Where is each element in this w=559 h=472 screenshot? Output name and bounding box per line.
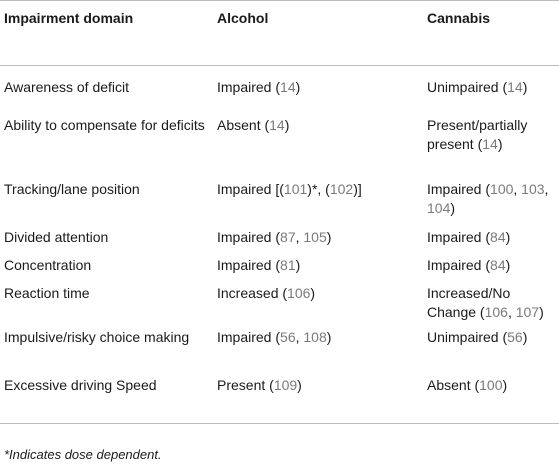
cell-text: ) <box>522 328 528 345</box>
cell-text: ) <box>502 376 508 393</box>
table-row: Awareness of deficit Impaired (14) Unimpai… <box>0 66 559 114</box>
cell-domain: Impulsive/risky choice making <box>4 328 190 345</box>
table-row: Divided attention Impaired (87, 105) Impai… <box>0 226 559 254</box>
cell-alcohol: Impaired [(101)*, (102)] <box>213 178 423 226</box>
reference-number: 108 <box>303 328 327 345</box>
cell-text: ) <box>326 328 332 345</box>
cell-cannabis: Impaired (100, 103, 104) <box>423 178 559 226</box>
cell-text: Increased/No Change ( <box>427 284 511 320</box>
header-impairment-domain: Impairment domain <box>0 0 213 66</box>
cell-domain: Concentration <box>4 256 92 273</box>
cell-cannabis: Increased/No Change (106, 107) <box>423 282 559 326</box>
cell-cannabis: Impaired (84) <box>423 254 559 282</box>
cell-text: , <box>544 180 549 197</box>
cell-text: , <box>295 228 304 245</box>
cell-alcohol: Absent (14) <box>213 114 423 178</box>
reference-number: 14 <box>280 79 296 95</box>
reference-number: 101 <box>283 180 308 197</box>
cell-text: )] <box>353 180 362 197</box>
cell-text: ) <box>295 256 301 273</box>
cell-text: Impaired ( <box>217 79 281 95</box>
reference-number: 14 <box>482 135 498 152</box>
cell-domain: Ability to compensate for deficits <box>4 116 205 133</box>
cell-alcohol: Increased (106) <box>213 282 423 326</box>
cell-text: Increased ( <box>217 284 288 301</box>
cell-domain: Divided attention <box>4 228 109 245</box>
cell-text: , <box>295 328 304 345</box>
table-row: Tracking/lane position Impaired [(101)*, … <box>0 178 559 226</box>
cell-text: ) <box>505 256 511 273</box>
cell-domain: Excessive driving Speed <box>0 373 213 424</box>
cell-cannabis: Absent (100) <box>423 373 559 424</box>
cell-text: Impaired [( <box>217 180 284 197</box>
cell-text: Impaired ( <box>427 256 491 273</box>
cell-text: )*, ( <box>307 180 330 197</box>
table-row: Reaction time Increased (106) Increased/No… <box>0 282 559 326</box>
cell-cannabis: Unimpaired (56) <box>423 326 559 374</box>
cell-alcohol: Impaired (14) <box>213 66 423 114</box>
reference-number: 14 <box>269 116 285 133</box>
header-cannabis: Cannabis <box>423 0 559 66</box>
reference-number: 103 <box>521 180 545 197</box>
reference-number: 106 <box>287 284 311 301</box>
cell-text: Impaired ( <box>217 228 281 245</box>
reference-number: 87 <box>280 228 296 245</box>
reference-number: 107 <box>515 303 540 320</box>
cell-text: , <box>513 180 522 197</box>
comparison-table: Impairment domain Alcohol Cannabis Aware… <box>0 0 559 424</box>
reference-number: 56 <box>507 328 523 345</box>
reference-number: 84 <box>490 256 506 273</box>
table-row: Impulsive/risky choice making Impaired (5… <box>0 326 559 374</box>
reference-number: 14 <box>507 79 523 95</box>
reference-number: 84 <box>490 228 506 245</box>
cell-text: ) <box>497 135 503 152</box>
reference-number: 109 <box>273 376 298 393</box>
cell-text: ) <box>284 116 290 133</box>
reference-number: 104 <box>427 199 451 216</box>
cell-text: Absent ( <box>427 376 480 393</box>
reference-number: 102 <box>329 180 354 197</box>
reference-number: 106 <box>484 303 508 320</box>
reference-number: 105 <box>303 228 327 245</box>
cell-text: ) <box>326 228 332 245</box>
table-row: Ability to compensate for deficits Absent… <box>0 114 559 178</box>
table-row: Excessive driving Speed Present (109) Abse… <box>0 373 559 424</box>
cell-text: ) <box>522 79 528 95</box>
cell-text: , <box>507 303 516 320</box>
cell-text: Impaired ( <box>427 228 491 245</box>
cell-domain: Reaction time <box>4 284 90 301</box>
cell-domain: Tracking/lane position <box>4 180 140 197</box>
cell-text: Impaired ( <box>217 328 281 345</box>
cell-text: ) <box>295 79 301 95</box>
cell-cannabis: Impaired (84) <box>423 226 559 254</box>
reference-number: 56 <box>280 328 296 345</box>
cell-text: ) <box>505 228 511 245</box>
cell-text: ) <box>297 376 302 393</box>
reference-number: 100 <box>490 180 514 197</box>
cell-text: Unimpaired ( <box>427 79 508 95</box>
header-row: Impairment domain Alcohol Cannabis <box>0 0 559 66</box>
cell-text: ) <box>539 303 544 320</box>
cell-alcohol: Impaired (56, 108) <box>213 326 423 374</box>
cell-text: Absent ( <box>217 116 270 133</box>
header-alcohol: Alcohol <box>213 0 423 66</box>
cell-text: Unimpaired ( <box>427 328 508 345</box>
cell-cannabis: Present/partially present (14) <box>423 114 559 178</box>
cell-text: Impaired ( <box>427 180 491 197</box>
cell-text: Impaired ( <box>217 256 281 273</box>
reference-number: 100 <box>479 376 503 393</box>
table-row: Concentration Impaired (81) Impaired (84) <box>0 254 559 282</box>
footnote: *Indicates dose dependent. <box>4 447 162 462</box>
cell-cannabis: Unimpaired (14) <box>423 66 559 114</box>
cell-text: ) <box>310 284 316 301</box>
cell-text: ) <box>450 199 456 216</box>
cell-text: Present ( <box>217 376 274 393</box>
cell-domain: Awareness of deficit <box>4 79 130 95</box>
cell-text: Present/partially present ( <box>427 116 528 152</box>
reference-number: 81 <box>280 256 296 273</box>
cell-alcohol: Impaired (87, 105) <box>213 226 423 254</box>
cell-alcohol: Present (109) <box>213 373 423 424</box>
cell-alcohol: Impaired (81) <box>213 254 423 282</box>
